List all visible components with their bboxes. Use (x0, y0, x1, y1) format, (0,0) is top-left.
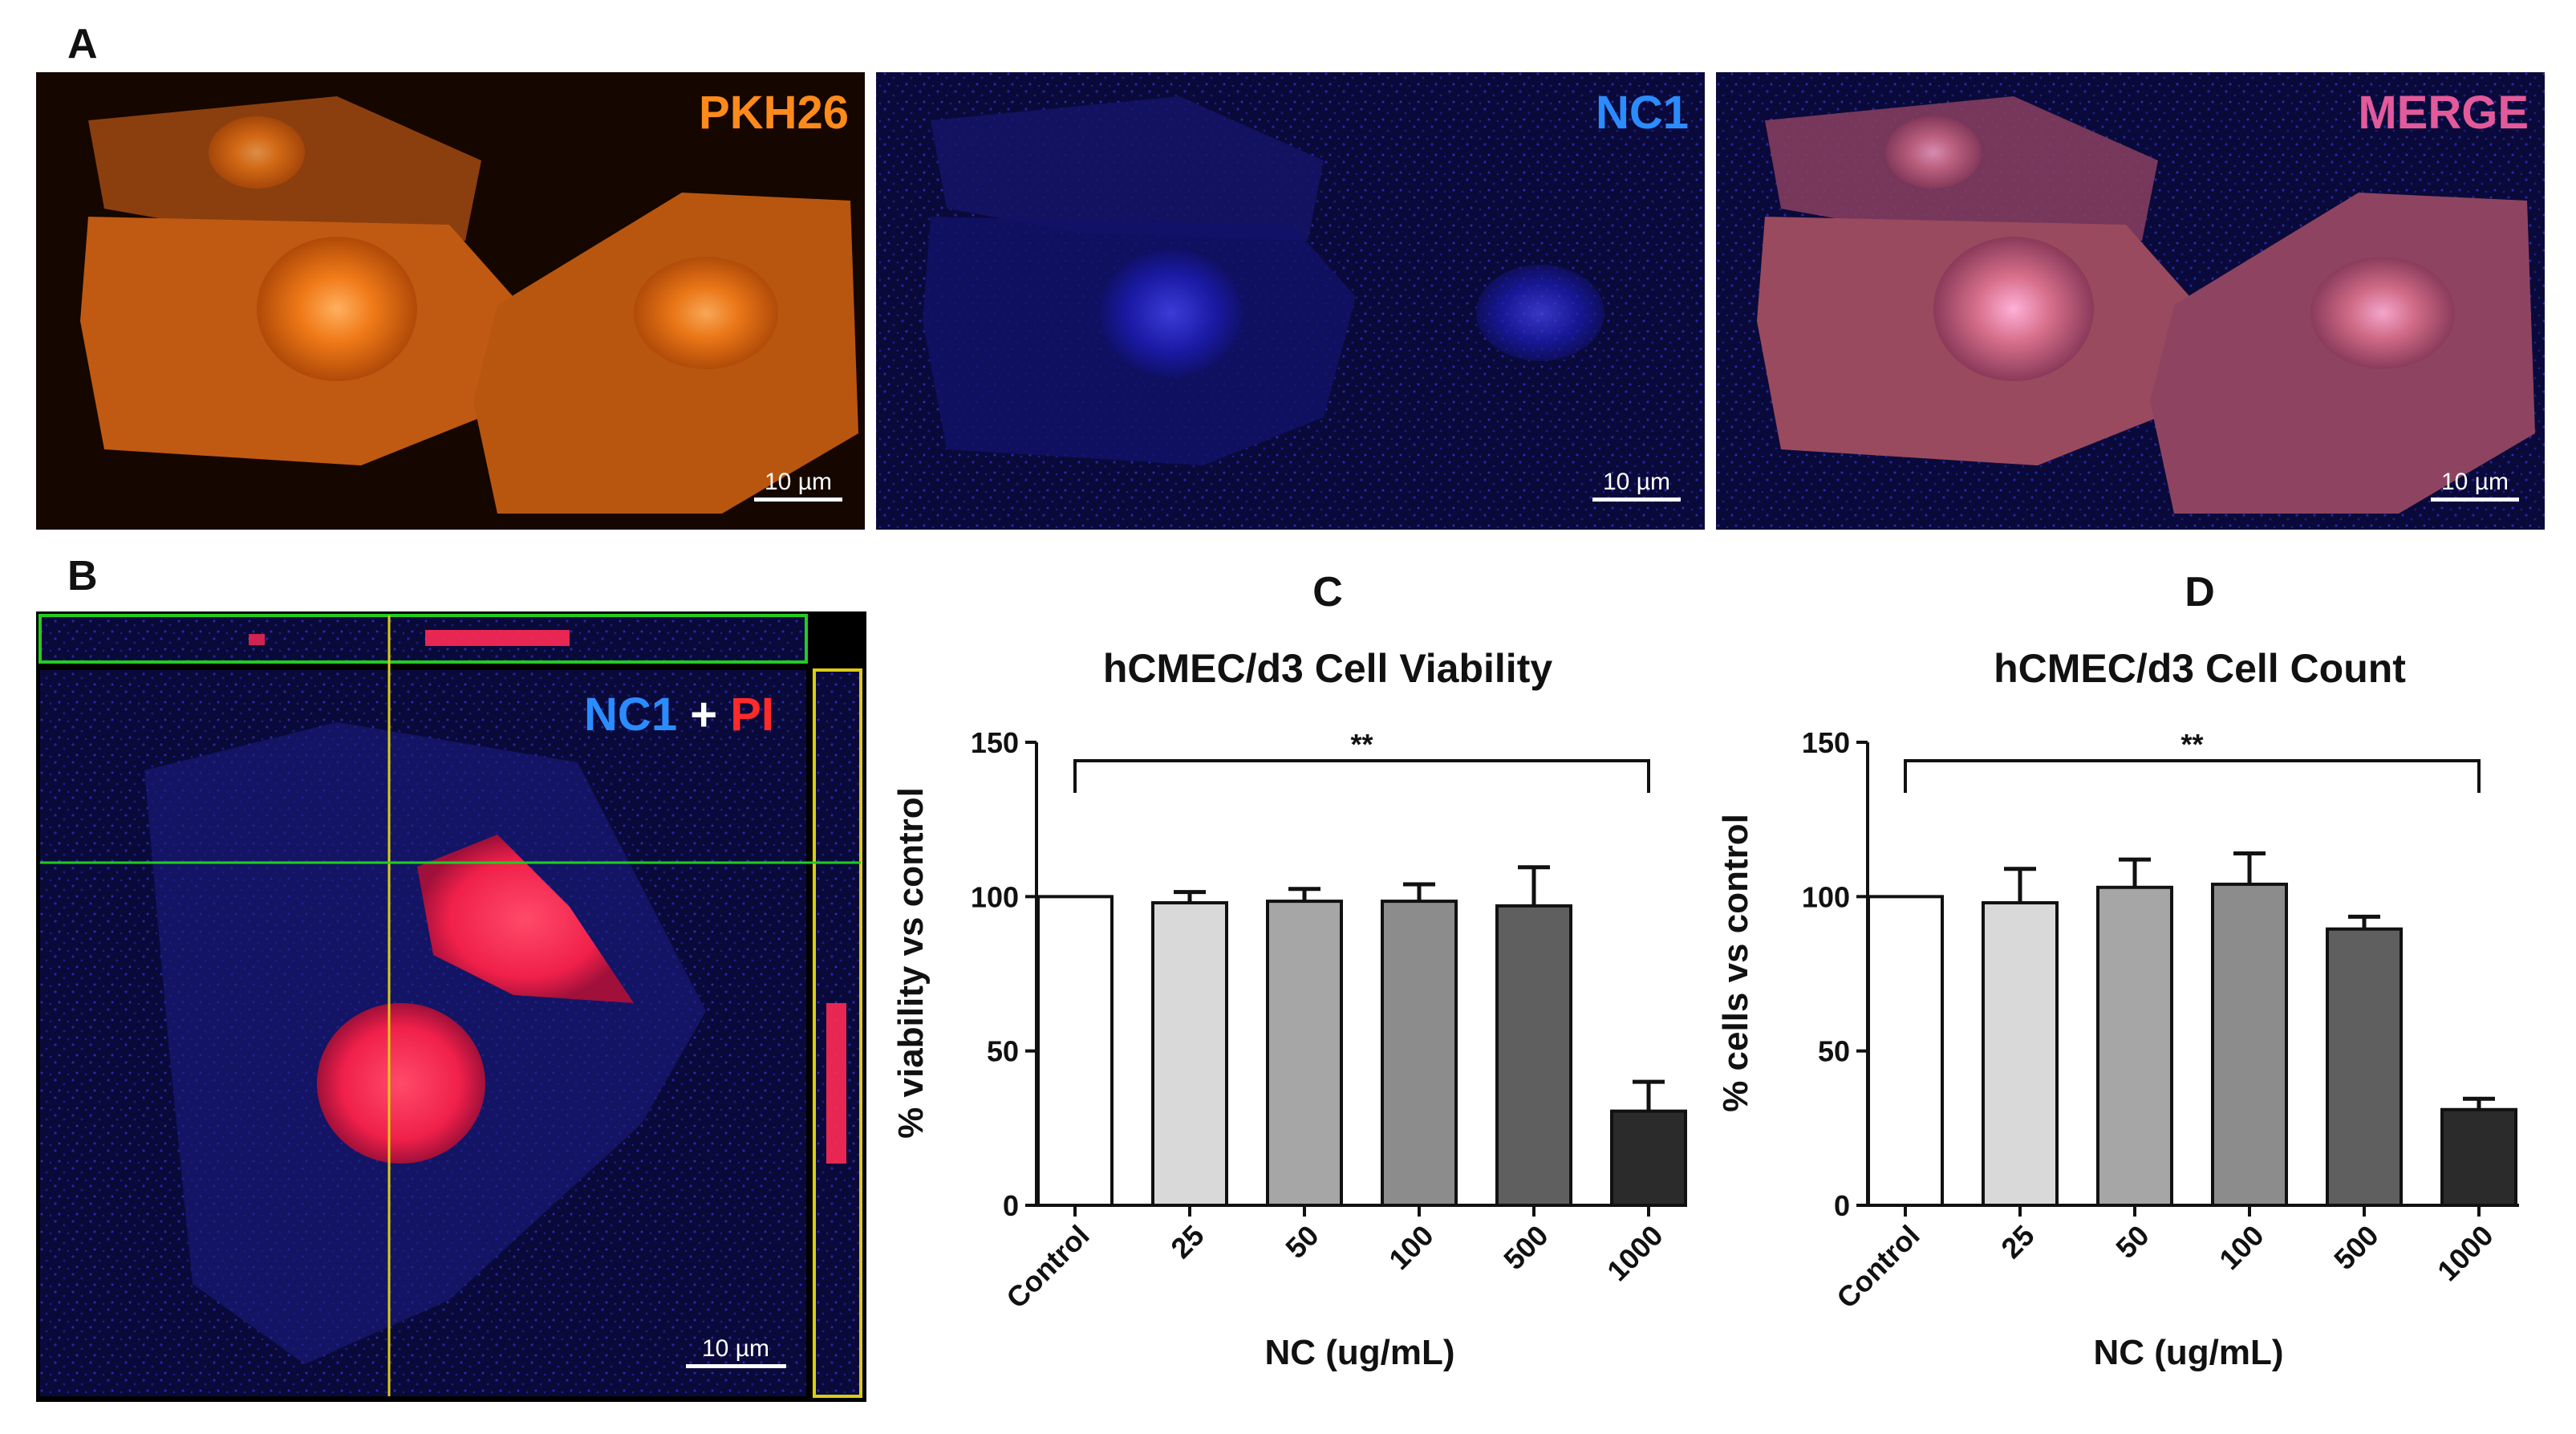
x-axis-label: NC (ug/mL) (2093, 1333, 2283, 1372)
panel-label-c: C (1312, 569, 1343, 615)
channel-legend-pi: PI (730, 689, 774, 741)
chart-title: hCMEC/d3 Cell Viability (1103, 646, 1552, 691)
scalebar-line (686, 1364, 786, 1368)
bar (2211, 882, 2288, 1207)
x-tick-label: 1000 (1600, 1219, 1669, 1288)
y-axis-label: % cells vs control (1716, 814, 1755, 1112)
scalebar-line (754, 498, 842, 502)
panel-label-d: D (2185, 569, 2215, 615)
y-tick-label: 50 (987, 1035, 1019, 1068)
scalebar-line (1592, 498, 1681, 502)
x-tick-label: 100 (2213, 1219, 2270, 1276)
channel-legend-plus: + (677, 689, 730, 741)
significance-label: ** (1350, 728, 1373, 761)
significance-bracket (1073, 759, 1650, 793)
micrograph-nc1: 10 µm NC1 (876, 72, 1705, 530)
significance-label: ** (2180, 728, 2203, 761)
x-tick-label: Control (1000, 1219, 1095, 1314)
scalebar-label: 10 µm (1603, 469, 1670, 495)
channel-label-merge: MERGE (2358, 87, 2529, 139)
y-axis-label: % viability vs control (891, 787, 931, 1139)
bar (2096, 885, 2173, 1207)
bar (1036, 895, 1114, 1208)
scalebar-line (2431, 498, 2519, 502)
micrograph-merge: 10 µm MERGE (1716, 72, 2545, 530)
chart-cell-count: D hCMEC/d3 Cell Count NC (ug/mL) % cells… (1716, 569, 2519, 1372)
panel-label-a: A (67, 21, 98, 67)
x-tick-label: 25 (1164, 1219, 1210, 1265)
x-tick-label: 1000 (2431, 1219, 2500, 1288)
bar (1867, 895, 1944, 1208)
bar (2440, 1107, 2517, 1207)
bar (1610, 1109, 1687, 1207)
panel-label-b: B (67, 553, 98, 599)
y-tick-label: 0 (1834, 1189, 1850, 1222)
y-tick-label: 150 (971, 726, 1019, 759)
y-tick-label: 100 (971, 880, 1019, 913)
bar (1495, 904, 1572, 1207)
chart-title: hCMEC/d3 Cell Count (1994, 646, 2406, 691)
x-tick-label: 50 (2109, 1219, 2155, 1265)
channel-label-pkh26: PKH26 (699, 87, 849, 139)
y-tick-label: 100 (1802, 880, 1850, 913)
bar (2326, 927, 2403, 1208)
bar (1266, 900, 1343, 1208)
channel-legend-nc1: NC1 (584, 689, 677, 741)
x-tick-label: 500 (2327, 1219, 2384, 1276)
channel-legend: NC1 + PI (584, 689, 774, 741)
x-tick-label: 25 (1994, 1219, 2040, 1265)
x-tick-label: 100 (1382, 1219, 1439, 1276)
x-tick-label: 500 (1497, 1219, 1554, 1276)
y-tick-label: 150 (1802, 726, 1850, 759)
bar (1151, 901, 1228, 1207)
channel-label-nc1: NC1 (1596, 87, 1689, 139)
bar (1381, 900, 1458, 1208)
confocal-orthogonal-view: 10 µm NC1 + PI (36, 611, 866, 1402)
scalebar-label: 10 µm (2441, 469, 2509, 495)
x-tick-label: 50 (1279, 1219, 1325, 1265)
bar (1982, 901, 2059, 1207)
chart-viability: C hCMEC/d3 Cell Viability NC (ug/mL) % v… (891, 569, 1687, 1372)
significance-bracket (1904, 759, 2481, 793)
scalebar-label: 10 µm (702, 1335, 769, 1362)
micrograph-pkh26: 10 µm PKH26 (36, 72, 865, 530)
y-tick-label: 0 (1003, 1189, 1019, 1222)
x-axis-label: NC (ug/mL) (1264, 1333, 1454, 1372)
x-tick-label: Control (1830, 1219, 1925, 1314)
scalebar-label: 10 µm (765, 469, 832, 495)
y-tick-label: 50 (1818, 1035, 1850, 1068)
